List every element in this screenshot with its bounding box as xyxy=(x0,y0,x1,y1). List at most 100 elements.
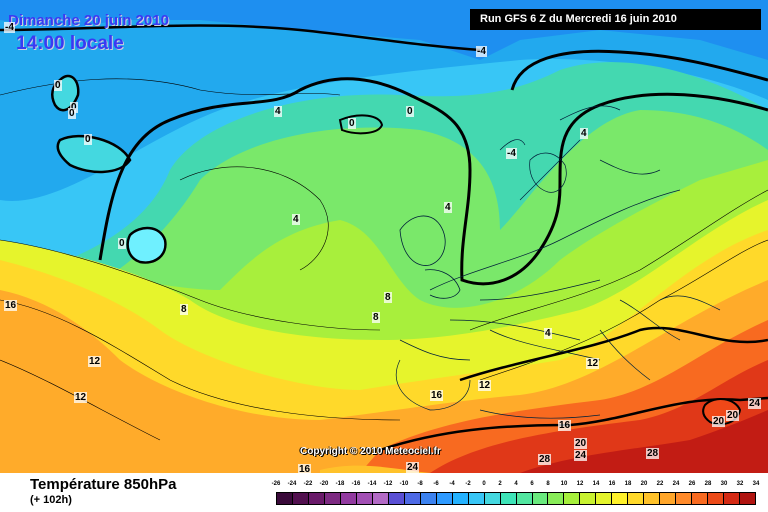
map-canvas xyxy=(0,0,768,473)
map-title: Température 850hPa xyxy=(30,476,177,493)
legend-swatch xyxy=(340,493,357,504)
contour-label-norwegian-sea: 0 xyxy=(406,106,414,117)
contour-label-iceland-n: 4 xyxy=(274,106,282,117)
legend-swatch xyxy=(484,493,501,504)
legend-tick: -14 xyxy=(367,481,377,487)
legend-tick-labels: -26 -24 -22 -20 -18 -16 -14 -12 -10 -8 -6 -4 -2 0 2 4 6 8… xyxy=(272,481,760,491)
legend-tick: 6 xyxy=(530,481,534,487)
legend-tick: 20 xyxy=(640,481,648,487)
legend-swatch xyxy=(500,493,517,504)
legend-swatch xyxy=(277,493,293,504)
legend-swatch xyxy=(324,493,341,504)
legend-tick: -26 xyxy=(271,481,281,487)
contour-label-middle-east-b: 20 xyxy=(726,410,740,421)
legend-swatch xyxy=(372,493,389,504)
legend-swatch xyxy=(356,493,373,504)
contour-label-greenland-c: 0 xyxy=(68,108,76,119)
legend-tick: -6 xyxy=(433,481,439,487)
legend-tick: -4 xyxy=(449,481,455,487)
legend-swatch xyxy=(308,493,325,504)
contour-label-sw-atlantic: 12 xyxy=(88,356,102,367)
legend-swatch xyxy=(548,493,565,504)
contour-label-libya-c: 28 xyxy=(646,448,660,459)
legend-swatch xyxy=(628,493,645,504)
legend-swatch xyxy=(708,493,725,504)
forecast-time: 14:00 locale xyxy=(16,33,124,54)
legend-tick: -12 xyxy=(383,481,393,487)
legend-tick: 22 xyxy=(656,481,664,487)
legend-tick: 12 xyxy=(576,481,584,487)
legend-swatch xyxy=(468,493,485,504)
legend-tick: -16 xyxy=(351,481,361,487)
legend-tick: 28 xyxy=(704,481,712,487)
legend-swatch xyxy=(532,493,549,504)
legend-swatch xyxy=(292,493,309,504)
legend-tick: 34 xyxy=(752,481,760,487)
contour-label-algeria: 28 xyxy=(538,454,552,465)
contour-label-greenland-a: 0 xyxy=(54,80,62,91)
contour-label-libya: 20 xyxy=(574,438,588,449)
contour-label-scandinavia: 4 xyxy=(580,128,588,139)
legend-tick: 26 xyxy=(688,481,696,487)
contour-label-iberia-n: 8 xyxy=(372,312,380,323)
footer-panel: Température 850hPa (+ 102h) -26 -24 -22 -20… xyxy=(0,473,768,512)
legend-tick: 4 xyxy=(514,481,518,487)
contour-label-uk: 4 xyxy=(444,202,452,213)
legend-tick: -8 xyxy=(417,481,423,487)
legend-swatch xyxy=(436,493,453,504)
legend-swatch xyxy=(420,493,437,504)
contour-label-west-edge: 16 xyxy=(4,300,18,311)
legend-swatch xyxy=(644,493,661,504)
contour-label-alps: 4 xyxy=(544,328,552,339)
legend-swatch xyxy=(740,493,756,504)
legend-tick: -2 xyxy=(465,481,471,487)
legend-tick: 14 xyxy=(592,481,600,487)
legend-swatch xyxy=(388,493,405,504)
contour-label-greenland-b: 0 xyxy=(70,102,78,113)
legend-tick: 16 xyxy=(608,481,616,487)
contour-label-nw-corner: -4 xyxy=(4,22,15,33)
contour-label-biscay: 8 xyxy=(384,292,392,303)
contour-label-western-med: 16 xyxy=(430,390,444,401)
legend-swatch xyxy=(596,493,613,504)
legend-tick: 18 xyxy=(624,481,632,487)
legend-tick: 2 xyxy=(498,481,502,487)
temperature-map xyxy=(0,0,768,473)
forecast-lead-time: (+ 102h) xyxy=(30,494,72,506)
contour-label-north-atlantic: -4 xyxy=(476,46,487,57)
contour-label-morocco-b: 24 xyxy=(406,462,420,473)
legend-tick: -24 xyxy=(287,481,297,487)
legend-tick: -20 xyxy=(319,481,329,487)
legend-swatch xyxy=(564,493,581,504)
contour-label-north-africa-a: 16 xyxy=(558,420,572,431)
legend-swatch xyxy=(580,493,597,504)
legend-tick: 8 xyxy=(546,481,550,487)
legend-color-scale xyxy=(276,492,756,505)
contour-label-iceland: 0 xyxy=(348,118,356,129)
legend-tick: 32 xyxy=(736,481,744,487)
contour-label-mid-atlantic: 4 xyxy=(292,214,300,225)
contour-label-west-cold-pool: 0 xyxy=(118,238,126,249)
legend-swatch xyxy=(724,493,741,504)
contour-label-libya-b: 24 xyxy=(574,450,588,461)
forecast-date: Dimanche 20 juin 2010 xyxy=(8,12,169,29)
legend-tick: 0 xyxy=(482,481,486,487)
legend-tick: -18 xyxy=(335,481,345,487)
contour-label-middle-east-a: 20 xyxy=(712,416,726,427)
contour-label-iberia-s: 12 xyxy=(478,380,492,391)
legend-tick: 24 xyxy=(672,481,680,487)
legend-swatch xyxy=(692,493,709,504)
legend-swatch xyxy=(516,493,533,504)
legend-tick: -22 xyxy=(303,481,313,487)
legend-tick: -10 xyxy=(399,481,409,487)
legend-swatch xyxy=(612,493,629,504)
contour-label-finland: -4 xyxy=(506,148,517,159)
contour-label-balkans: 12 xyxy=(586,358,600,369)
copyright-notice: Copyright © 2010 Meteociel.fr xyxy=(300,446,441,457)
legend-tick: 10 xyxy=(560,481,568,487)
legend-tick: 30 xyxy=(720,481,728,487)
run-info-banner: Run GFS 6 Z du Mercredi 16 juin 2010 xyxy=(470,9,761,30)
contour-label-sw-atlantic-b: 12 xyxy=(74,392,88,403)
contour-label-middle-east-c: 24 xyxy=(748,398,762,409)
legend-swatch xyxy=(404,493,421,504)
